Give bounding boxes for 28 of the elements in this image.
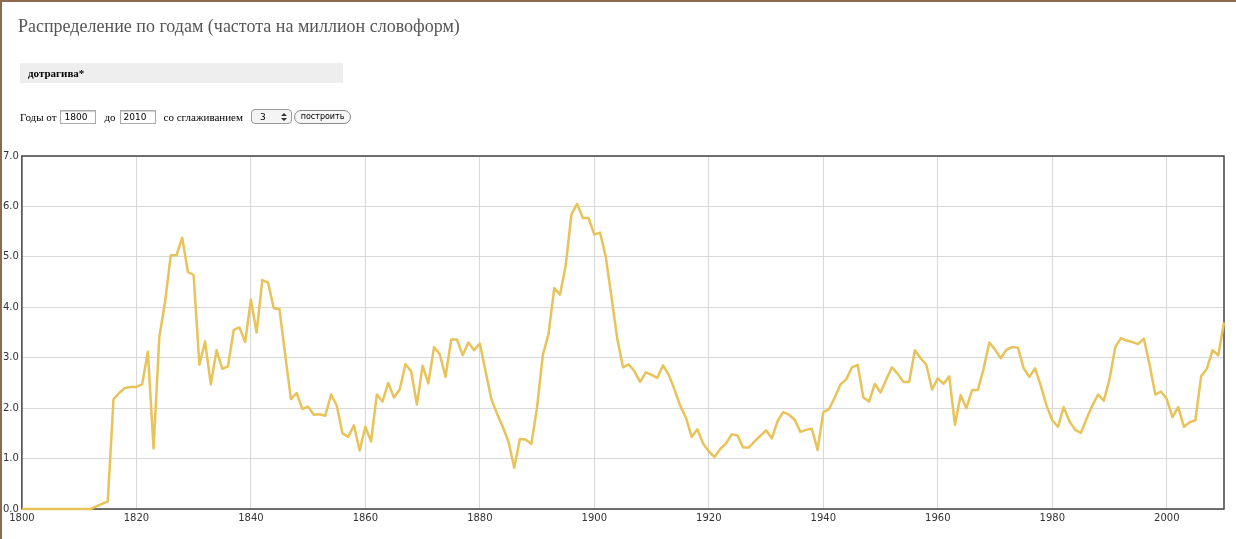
chart-subtitle: дотрагива*	[20, 63, 343, 83]
x-tick-label: 1980	[1039, 511, 1065, 523]
x-tick-label: 1860	[352, 511, 379, 523]
x-tick-label: 1920	[696, 511, 722, 523]
y-tick-label: 4.0	[3, 300, 19, 312]
x-tick-label: 1840	[238, 511, 264, 523]
y-tick-label: 0.0	[3, 502, 19, 514]
y-tick-label: 1.0	[3, 452, 19, 464]
text: до	[104, 110, 116, 123]
y-tick-label: 3.0	[3, 351, 19, 363]
chart-title: Распределение по годам (частота на миллион словоформ)	[18, 16, 460, 37]
x-tick-label: 1880	[467, 511, 493, 523]
x-tick-label: 1820	[123, 511, 150, 523]
text: со сглаживанием	[163, 110, 243, 123]
x-tick-label: 1940	[810, 511, 837, 523]
x-tick-label: 1960	[925, 511, 951, 523]
x-tick-label: 1900	[581, 511, 608, 523]
text: 1800	[60, 109, 97, 124]
y-tick-label: 2.0	[3, 401, 19, 413]
text: Годы от	[20, 110, 57, 123]
x-tick-label: 1800	[9, 511, 35, 523]
text: 2010	[119, 109, 156, 124]
x-tick-label: 2000	[1154, 511, 1180, 523]
y-tick-label: 5.0	[3, 250, 19, 262]
y-tick-label: 6.0	[3, 200, 19, 212]
y-tick-label: 7.0	[3, 149, 19, 161]
text: 3	[259, 111, 266, 122]
text: построить	[293, 109, 352, 124]
